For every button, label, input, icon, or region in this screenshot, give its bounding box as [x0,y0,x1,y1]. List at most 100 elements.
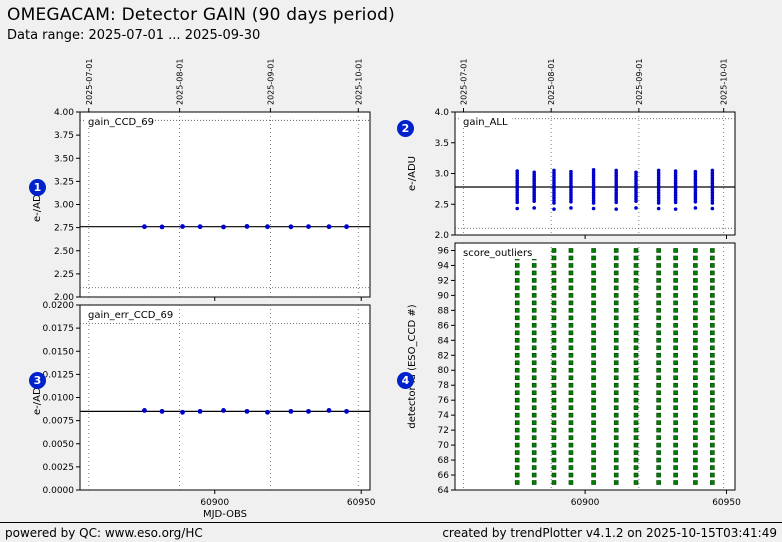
outlier-square [656,397,661,403]
outlier-square [591,397,596,403]
outlier-square [693,323,698,328]
outlier-square [568,255,574,261]
outlier-square [568,270,574,276]
outlier-square [531,308,537,313]
outlier-square [633,382,639,388]
outlier-square [693,442,698,448]
outlier-square [514,435,520,440]
top-date-label: 2025-09-01 [635,59,644,106]
data-point [591,170,596,175]
outlier-square [568,263,574,268]
outlier-square [591,412,596,418]
outlier-square [673,457,678,463]
outlier-square [656,450,661,455]
data-point [656,191,661,195]
y-tick-label: 0.0150 [43,347,75,357]
data-point [591,180,596,185]
outlier-square [568,285,574,291]
data-series [514,248,715,485]
data-point [710,178,715,183]
outlier-square [591,255,596,261]
outlier-square [613,405,619,410]
outlier-square [656,248,661,253]
outlier-square [613,390,619,395]
data-point [710,191,715,195]
outlier-square [514,420,520,425]
panel-gain_CCD_69: 2.00 2.25 2.50 2.75 3.00 3.25 3.50 3.75 4.00 2025… [32,59,371,303]
data-point [656,188,661,193]
footer-credit-right: created by trendPlotter v4.1.2 on 2025-1… [442,525,777,540]
data-point [142,408,147,413]
outlier-square [673,420,678,425]
outlier-square [568,382,574,388]
data-point [306,408,311,414]
outlier-square [673,360,678,366]
panel-score_outliers: 64 66 68 70 72 74 76 78 80 82 84 86 88 90 92 94 96 60900 6… [407,242,741,508]
outlier-square [693,397,698,403]
outlier-square [656,375,661,381]
data-point [656,193,661,198]
y-axis-label: detector id (ESO_CCD #) [407,304,418,428]
outlier-square [531,293,537,298]
outlier-square [591,270,596,276]
y-tick-label: 84 [438,336,450,346]
outlier-square [514,278,520,283]
outlier-square [693,360,698,366]
y-tick-label: 86 [438,321,450,331]
outlier-square [568,345,574,351]
data-point [591,198,596,203]
outlier-square [531,405,537,410]
outlier-square [613,397,619,403]
outlier-square [568,293,574,298]
plot-area [79,111,371,298]
outlier-square [693,450,698,455]
y-tick-label: 64 [438,486,450,496]
y-tick-label: 92 [438,276,449,286]
outlier-square [551,323,557,328]
panel-3-badge: 3 [29,372,46,389]
outlier-square [656,442,661,448]
outlier-square [514,300,520,306]
data-point [656,186,661,190]
outlier-square [551,248,557,253]
outlier-square [531,375,537,381]
data-point-low [656,206,661,211]
outlier-square [693,390,698,395]
panel-title-bbox [460,247,548,259]
outlier-square [531,427,537,433]
outlier-square [551,435,557,440]
data-point [710,188,715,193]
footer-credit-left: powered by QC: www.eso.org/HC [5,525,203,540]
outlier-square [591,390,596,395]
y-tick-label: 0.0100 [43,394,75,404]
outlier-square [633,352,639,358]
outlier-square [551,263,557,268]
outlier-square [514,263,520,268]
outlier-square [633,405,639,410]
outlier-square [656,255,661,261]
outlier-square [551,382,557,388]
data-point [614,171,619,175]
outlier-square [710,360,715,366]
y-tick-label: 3.50 [54,154,74,164]
panel-title: gain_CCD_69 [88,117,154,128]
data-point [591,188,596,193]
header: OMEGACAM: Detector GAIN (90 days period)… [7,5,395,43]
plot-area [454,242,736,491]
outlier-square [531,472,537,478]
outlier-square [591,360,596,366]
outlier-square [673,382,678,388]
outlier-square [551,338,557,343]
data-point [552,186,556,190]
y-tick-label: 0.0125 [43,370,75,380]
outlier-square [633,435,639,440]
outlier-square [633,248,639,253]
panel-title: gain_ALL [463,117,508,128]
panel-title: gain_err_CCD_69 [88,310,173,321]
outlier-square [531,330,537,336]
data-point [142,224,147,230]
outlier-square [531,450,537,455]
data-point [591,183,596,187]
y-tick-label: 74 [438,411,450,421]
outlier-square [656,278,661,283]
